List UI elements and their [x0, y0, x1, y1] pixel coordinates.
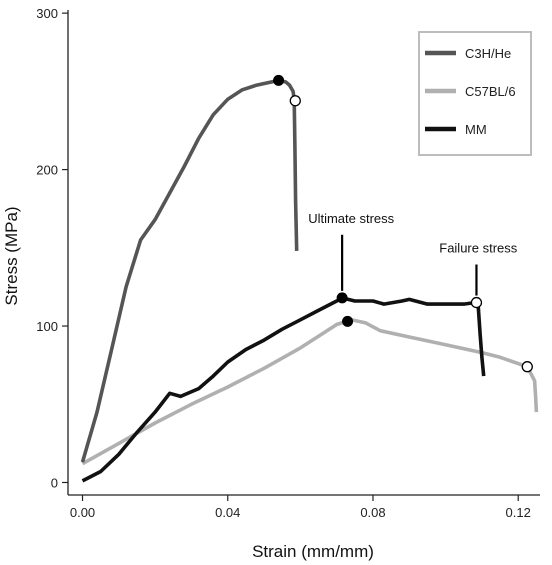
- y-axis-title: Stress (MPa): [2, 206, 21, 305]
- x-axis-title: Strain (mm/mm): [252, 542, 374, 561]
- annotation-label-failure-stress: Failure stress: [439, 241, 518, 256]
- y-tick-label: 300: [36, 6, 58, 21]
- series-line-c57bl-6: [81, 318, 539, 466]
- failure-stress-point-c3h-he: [289, 95, 301, 107]
- series-line-c3h-he: [80, 78, 299, 463]
- legend: C3H/He C57BL/6 MM: [418, 31, 532, 156]
- ultimate-stress-point-mm: [336, 292, 348, 304]
- legend-label-mm: MM: [465, 122, 487, 137]
- x-tick-label: 0.12: [506, 505, 531, 520]
- annotation-label-ultimate-stress: Ultimate stress: [308, 211, 394, 226]
- legend-label-c3h-he: C3H/He: [465, 46, 511, 61]
- y-tick-label: 0: [51, 475, 58, 490]
- legend-label-c57bl-6: C57BL/6: [465, 84, 516, 99]
- y-tick-label: 200: [36, 163, 58, 178]
- axes: [67, 10, 540, 496]
- x-tick-label: 0.00: [70, 505, 95, 520]
- failure-stress-point-mm: [470, 296, 483, 309]
- axis-ticks: 0.00 0.04 0.08 0.12 0 100 200 300: [36, 6, 531, 520]
- x-tick-label: 0.08: [360, 505, 385, 520]
- x-tick-label: 0.04: [215, 505, 240, 520]
- markers-group: [273, 74, 533, 373]
- ultimate-stress-point-c57bl-6: [342, 315, 354, 327]
- y-tick-label: 100: [36, 319, 58, 334]
- series-line-mm: [81, 296, 486, 483]
- annotations: Ultimate stress Failure stress: [308, 211, 518, 296]
- ultimate-stress-point-c3h-he: [273, 74, 285, 86]
- failure-stress-point-c57bl-6: [521, 361, 533, 373]
